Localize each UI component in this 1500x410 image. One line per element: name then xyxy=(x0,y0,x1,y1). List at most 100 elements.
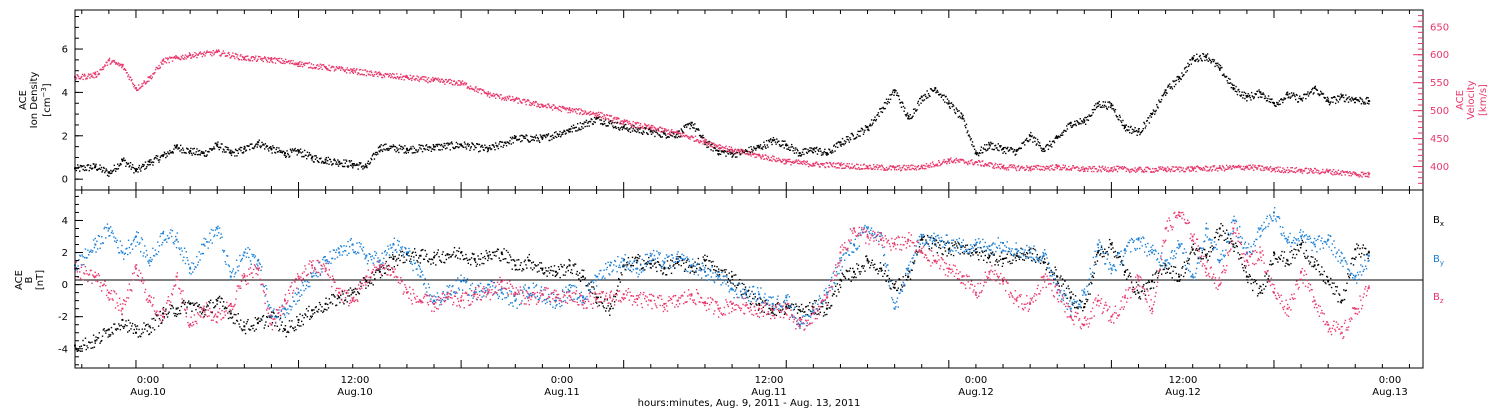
density-sample xyxy=(1013,148,1016,151)
velocity-sample xyxy=(1061,168,1063,171)
velocity-sample xyxy=(675,131,678,133)
velocity-sample xyxy=(1288,169,1290,171)
density-sample xyxy=(492,144,494,146)
velocity-sample xyxy=(1365,172,1367,175)
bx-sample xyxy=(434,254,436,257)
bx-sample xyxy=(618,278,621,281)
bx-sample xyxy=(626,261,628,264)
bx-sample xyxy=(527,259,530,261)
density-sample xyxy=(156,157,158,160)
velocity-sample xyxy=(89,73,92,75)
bx-sample xyxy=(271,322,274,324)
density-sample xyxy=(1321,93,1323,95)
density-sample xyxy=(187,148,189,150)
bx-sample xyxy=(707,267,709,270)
density-sample xyxy=(198,153,200,156)
density-sample xyxy=(860,130,862,132)
velocity-sample xyxy=(513,100,515,102)
bx-sample xyxy=(246,321,248,323)
density-sample xyxy=(1323,96,1325,99)
bx-sample xyxy=(84,337,87,339)
density-sample xyxy=(956,108,958,111)
velocity-sample xyxy=(518,98,521,100)
density-tick-label: 0 xyxy=(62,175,68,186)
density-sample xyxy=(488,144,491,147)
bx-sample xyxy=(479,258,482,261)
density-sample xyxy=(467,142,469,145)
density-sample xyxy=(299,148,302,150)
bx-sample xyxy=(244,329,246,331)
density-sample xyxy=(1155,109,1157,112)
velocity-sample xyxy=(424,80,426,82)
bx-sample xyxy=(274,315,277,317)
velocity-sample xyxy=(1287,171,1289,174)
bx-sample xyxy=(770,312,773,314)
density-point xyxy=(365,165,368,168)
density-sample xyxy=(1045,145,1047,148)
velocity-sample xyxy=(750,155,752,157)
velocity-sample xyxy=(691,135,693,137)
density-sample xyxy=(700,136,702,138)
velocity-sample xyxy=(453,80,456,82)
density-sample xyxy=(629,131,632,134)
velocity-sample xyxy=(1032,165,1035,167)
velocity-sample xyxy=(370,70,372,72)
velocity-sample xyxy=(442,80,445,82)
velocity-sample xyxy=(944,161,946,164)
bx-point xyxy=(243,325,246,328)
density-sample xyxy=(1210,62,1212,64)
bx-point xyxy=(771,307,774,310)
bx-sample xyxy=(336,297,339,300)
density-sample xyxy=(108,171,111,173)
density-sample xyxy=(1144,127,1146,129)
bx-sample xyxy=(634,257,636,260)
density-sample xyxy=(356,163,358,165)
bx-sample xyxy=(500,260,502,262)
bx-sample xyxy=(731,279,734,281)
density-sample xyxy=(179,150,181,152)
bx-sample xyxy=(243,321,245,323)
bx-sample xyxy=(239,326,241,328)
density-sample xyxy=(665,137,668,139)
bx-sample xyxy=(418,257,420,259)
velocity-sample xyxy=(845,165,848,168)
velocity-sample xyxy=(1204,169,1206,171)
bx-point xyxy=(1354,248,1357,251)
density-point xyxy=(1110,104,1113,107)
bx-sample xyxy=(79,350,82,352)
velocity-sample xyxy=(760,157,762,160)
velocity-sample xyxy=(473,89,475,91)
density-sample xyxy=(661,136,664,138)
velocity-sample xyxy=(1171,168,1173,170)
velocity-sample xyxy=(280,62,282,64)
velocity-sample xyxy=(569,111,571,114)
velocity-sample xyxy=(1142,170,1144,173)
density-sample xyxy=(1229,82,1232,84)
density-sample xyxy=(134,168,137,170)
bx-sample xyxy=(101,335,104,337)
velocity-sample xyxy=(1189,170,1191,172)
bx-sample xyxy=(157,325,160,327)
density-sample xyxy=(675,135,677,137)
bx-sample xyxy=(231,317,233,319)
velocity-sample xyxy=(1059,167,1062,169)
bx-sample xyxy=(181,302,183,304)
velocity-sample xyxy=(284,58,287,61)
velocity-sample xyxy=(1269,167,1271,169)
velocity-sample xyxy=(262,60,265,63)
bx-sample xyxy=(492,251,495,254)
density-sample xyxy=(1225,75,1228,78)
density-sample xyxy=(425,145,427,147)
velocity-sample xyxy=(1345,171,1348,173)
velocity-sample xyxy=(849,167,851,170)
velocity-sample xyxy=(1164,169,1167,172)
density-sample xyxy=(388,148,391,150)
density-sample xyxy=(546,135,548,137)
density-sample xyxy=(784,140,786,142)
density-sample xyxy=(905,115,907,117)
density-sample xyxy=(1189,59,1192,61)
velocity-sample xyxy=(900,170,902,172)
density-sample xyxy=(1229,78,1231,80)
density-sample xyxy=(871,124,874,126)
velocity-sample xyxy=(572,111,574,113)
